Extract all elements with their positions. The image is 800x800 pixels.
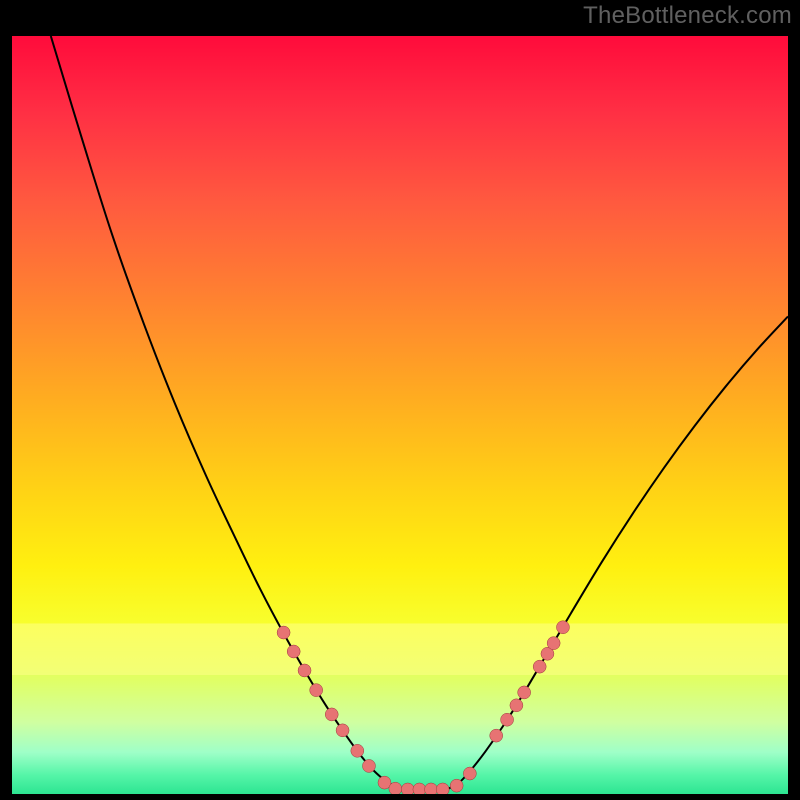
watermark-text: TheBottleneck.com <box>583 2 792 30</box>
chart-frame-border <box>12 36 788 794</box>
